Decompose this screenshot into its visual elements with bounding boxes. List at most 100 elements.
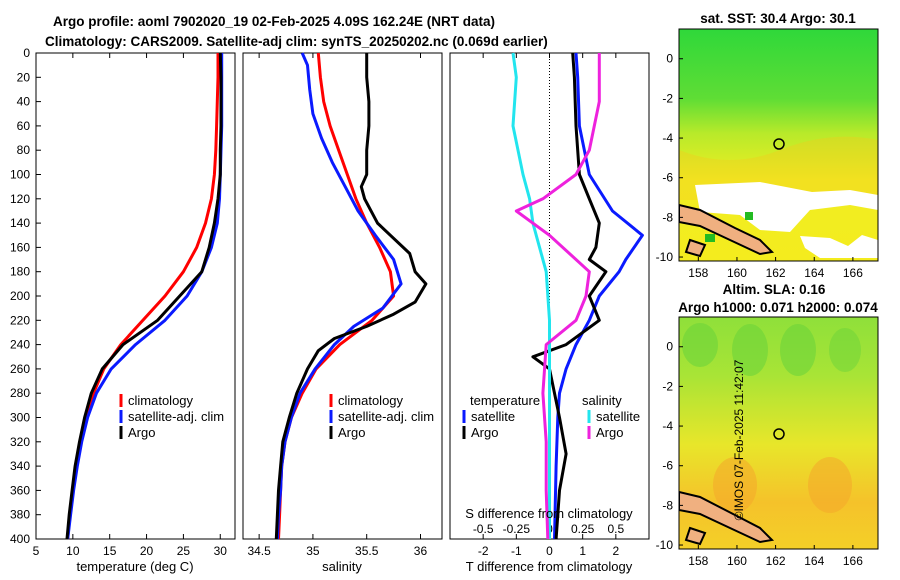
y-tick-label: 80 [17,143,31,157]
map-y-tick-label: -2 [662,379,673,393]
legend-label-s-argo: Argo [596,425,623,440]
y-tick-label: 60 [17,119,31,133]
y-tick-label: 260 [10,362,30,376]
map-y-tick-label: -8 [662,210,673,224]
sla-map-title-2: Argo h1000: 0.071 h2000: 0.074 [678,300,878,315]
temperature-xlabel: temperature (deg C) [76,559,193,574]
y-tick-label: 400 [10,532,30,546]
legend-label-argo: Argo [338,425,365,440]
x-tick-label: 5 [33,544,40,558]
difference-xlabel-top: S difference from climatology [465,506,633,521]
legend-title-salinity: salinity [582,393,622,408]
x-tick-label: 0 [546,544,553,558]
legend-title-temperature: temperature [470,393,540,408]
y-tick-label: 240 [10,338,30,352]
map-x-tick-label: 166 [843,266,863,280]
map-x-tick-label: 160 [727,266,747,280]
y-tick-label: 380 [10,508,30,522]
timestamp: ©IMOS 07-Feb-2025 11:42:07 [732,359,746,520]
s-tick-label: -0.25 [503,522,531,536]
y-tick-label: 360 [10,483,30,497]
legend-label-argo: Argo [128,425,155,440]
y-tick-label: 300 [10,411,30,425]
s-tick-label: 0.25 [571,522,595,536]
sst-argo-marker [773,138,785,150]
series-line-satellite-adj-clim [275,52,403,540]
map-x-tick-label: 162 [766,266,786,280]
map-y-tick-label: -6 [662,459,673,473]
sla-map [679,317,878,549]
salinity-xlabel: salinity [322,559,362,574]
x-tick-label: 25 [177,544,191,558]
map-x-tick-label: 164 [804,554,824,568]
salinity-axes [242,52,443,540]
sla-high-2 [808,457,852,513]
sla-coastline [679,490,775,544]
legend-label-satellite: satellite-adj. clim [338,409,434,424]
y-tick-label: 180 [10,265,30,279]
series-line-climatology [277,52,396,540]
sla-high-1 [713,457,757,513]
x-tick-label: -1 [511,544,522,558]
figure-title-line1: Argo profile: aoml 7902020_19 02-Feb-202… [53,14,495,29]
map-y-tick-label: -4 [662,131,673,145]
series-line-climatology [66,53,220,540]
map-y-tick-label: 0 [666,52,673,66]
map-x-tick-label: 162 [766,554,786,568]
map-x-tick-label: 158 [688,554,708,568]
tick-layer: 5 10 15 20 25 3002040608010012014016018020022… [10,46,625,558]
y-tick-label: 40 [17,95,31,109]
x-tick-label: 36 [414,544,428,558]
map-y-tick-label: -10 [656,250,674,264]
y-tick-label: 340 [10,459,30,473]
legend-label-climatology: climatology [338,393,404,408]
difference-legend: temperature satellite Argo salinity sate… [462,393,640,440]
y-tick-label: 0 [23,46,30,60]
sla-low-4 [829,328,861,372]
sla-low-1 [682,323,718,367]
temperature-legend: climatology satellite-adj. clim Argo [119,393,224,440]
x-tick-label: 1 [579,544,586,558]
sla-low-3 [780,324,816,376]
sst-coastline [679,203,775,256]
y-tick-label: 120 [10,192,30,206]
legend-label-climatology: climatology [128,393,194,408]
y-tick-label: 20 [17,70,31,84]
series-line-t-satellite [553,52,644,540]
sst-map-frame [678,28,879,262]
legend-label-t-argo: Argo [471,425,498,440]
sst-map-title: sat. SST: 30.4 Argo: 30.1 [700,11,856,26]
sla-island [684,526,707,546]
series-line-s-argo [514,53,601,540]
map-y-tick-label: -10 [656,538,674,552]
temperature-axes [35,52,236,540]
sla-map-title-1: Altim. SLA: 0.16 [723,282,826,297]
map-x-tick-label: 158 [688,266,708,280]
difference-xlabel: T difference from climatology [466,559,633,574]
map-x-tick-label: 164 [804,266,824,280]
sst-cloud-mask-2 [800,235,878,258]
series-line-s-satellite [511,52,551,539]
series-line-argo [274,53,428,540]
legend-label-t-satellite: satellite [471,409,515,424]
map-y-tick-label: -6 [662,171,673,185]
sst-map [679,29,878,261]
series-layer [65,52,644,540]
y-tick-label: 140 [10,216,30,230]
sla-argo-marker [773,428,785,440]
sla-map-frame [678,316,879,550]
sst-green-patch [705,234,715,242]
map-x-tick-label: 166 [843,554,863,568]
map-ticks: 158 160 162 164 166 0 -2 -4 -6 -8 -10 158 160 162 164 1… [656,52,864,568]
legend-label-s-satellite: satellite [596,409,640,424]
x-tick-label: 34.5 [247,544,271,558]
series-line-satellite-adj-clim [66,53,224,540]
map-y-tick-label: -2 [662,91,673,105]
y-tick-label: 280 [10,386,30,400]
sst-island [684,238,707,258]
y-tick-label: 200 [10,289,30,303]
salinity-legend: climatology satellite-adj. clim Argo [329,393,434,440]
y-tick-label: 220 [10,313,30,327]
x-tick-label: 30 [214,544,228,558]
x-tick-label: 10 [66,544,80,558]
